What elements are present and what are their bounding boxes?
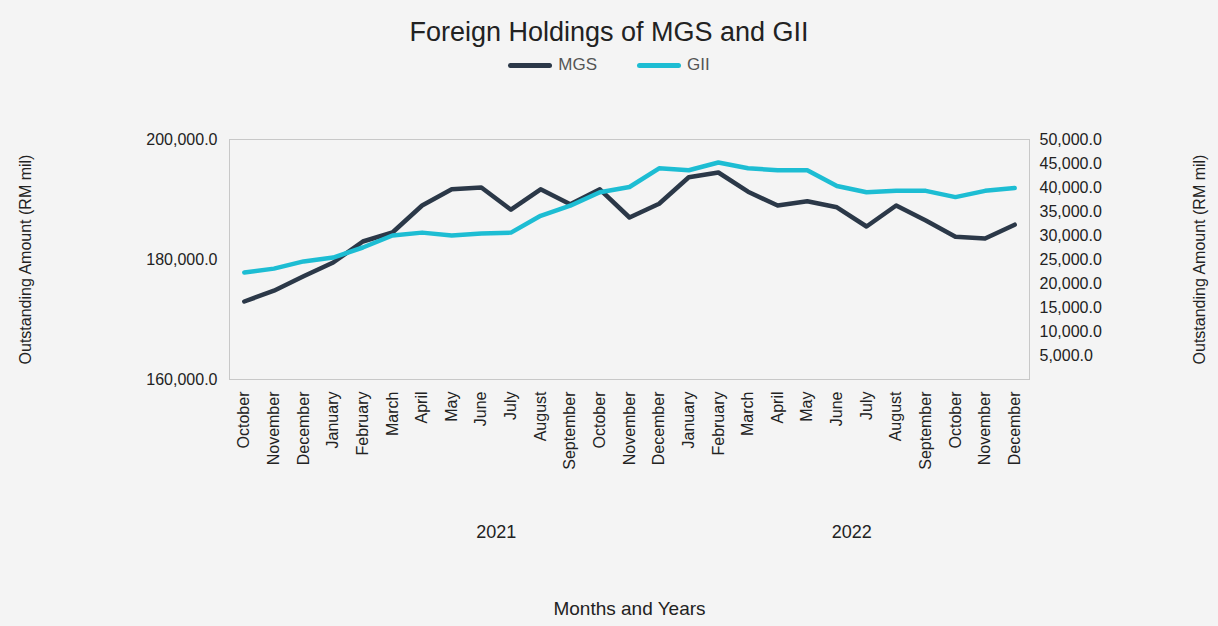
svg-text:July: July [858, 392, 875, 420]
svg-text:January: January [680, 392, 697, 449]
svg-text:April: April [769, 392, 786, 424]
svg-text:November: November [621, 391, 638, 465]
svg-text:20,000.0: 20,000.0 [1040, 275, 1102, 292]
svg-text:200,000.0: 200,000.0 [146, 131, 217, 148]
svg-text:December: December [295, 391, 312, 465]
svg-text:March: March [384, 392, 401, 436]
svg-text:October: October [591, 391, 608, 449]
svg-text:June: June [828, 391, 845, 426]
html-text:GII: GII [687, 55, 710, 74]
svg-text:October: October [235, 391, 252, 449]
html-text:MGS: MGS [558, 55, 597, 74]
svg-text:October: October [947, 391, 964, 449]
svg-text:Outstanding Amount (RM mil): Outstanding Amount (RM mil) [17, 155, 34, 365]
svg-text:November: November [976, 391, 993, 465]
svg-text:April: April [413, 392, 430, 424]
svg-text:2022: 2022 [832, 522, 872, 542]
svg-text:15,000.0: 15,000.0 [1040, 299, 1102, 316]
svg-text:May: May [443, 392, 460, 422]
svg-text:160,000.0: 160,000.0 [146, 371, 217, 388]
svg-text:180,000.0: 180,000.0 [146, 251, 217, 268]
svg-text:November: November [265, 391, 282, 465]
svg-text:Months and Years: Months and Years [553, 598, 705, 619]
svg-text:February: February [354, 392, 371, 456]
svg-text:25,000.0: 25,000.0 [1040, 251, 1102, 268]
svg-text:August: August [532, 391, 549, 441]
svg-text:30,000.0: 30,000.0 [1040, 227, 1102, 244]
svg-text:Outstanding Amount (RM mil): Outstanding Amount (RM mil) [1191, 155, 1208, 365]
svg-text:August: August [887, 391, 904, 441]
svg-text:45,000.0: 45,000.0 [1040, 155, 1102, 172]
html-text:Foreign Holdings of MGS and GI: Foreign Holdings of MGS and GII [409, 17, 809, 47]
svg-text:September: September [561, 391, 578, 470]
svg-text:July: July [502, 392, 519, 420]
svg-text:2021: 2021 [476, 522, 516, 542]
svg-text:50,000.0: 50,000.0 [1040, 131, 1102, 148]
svg-text:May: May [798, 392, 815, 422]
svg-text:March: March [739, 392, 756, 436]
svg-text:40,000.0: 40,000.0 [1040, 179, 1102, 196]
svg-text:10,000.0: 10,000.0 [1040, 323, 1102, 340]
svg-text:February: February [710, 392, 727, 456]
svg-text:June: June [472, 391, 489, 426]
svg-text:December: December [1006, 391, 1023, 465]
svg-text:September: September [917, 391, 934, 470]
svg-text:5,000.0: 5,000.0 [1040, 347, 1093, 364]
svg-text:December: December [650, 391, 667, 465]
svg-text:January: January [324, 392, 341, 449]
svg-text:35,000.0: 35,000.0 [1040, 203, 1102, 220]
